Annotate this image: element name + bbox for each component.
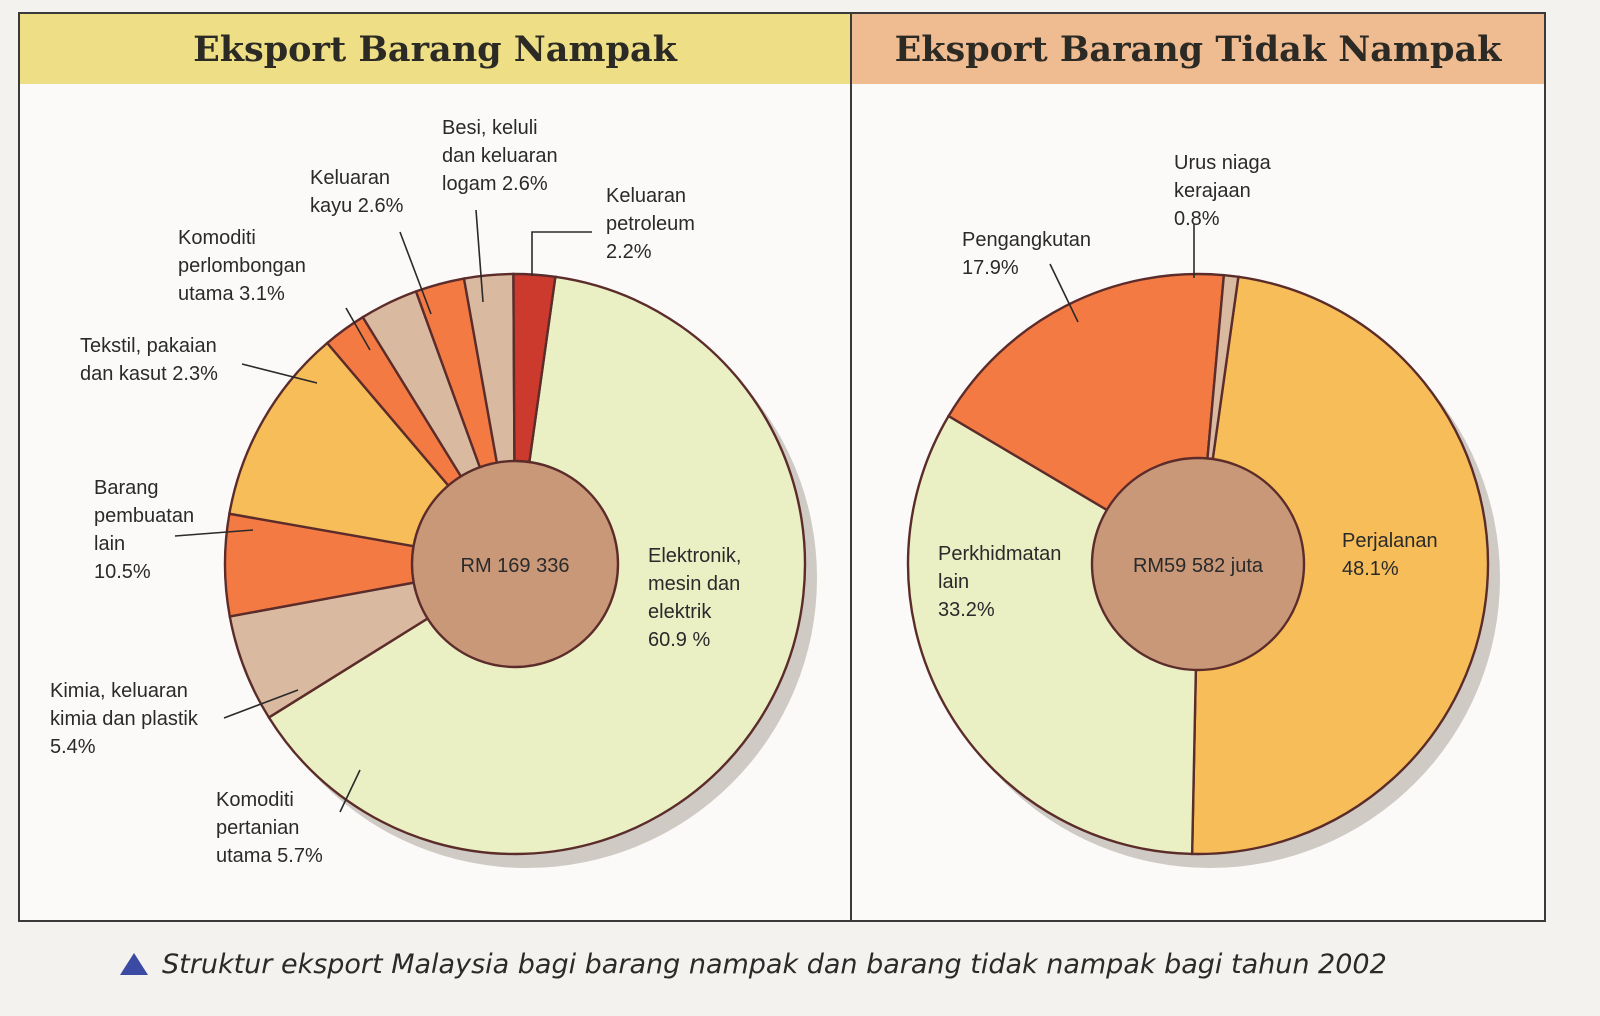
invisible-exports-pie-chart: RM59 582 juta Perjalanan 48.1% Perkhidmatan… — [906, 152, 1500, 868]
pie-center-label: RM 169 336 — [461, 555, 570, 577]
visible-exports-title: Eksport Barang Nampak — [20, 14, 850, 84]
leader-line — [531, 231, 592, 276]
visible-exports-panel: Eksport Barang Nampak RM 169 336 Elektron… — [20, 14, 852, 920]
leader-line — [223, 689, 299, 719]
figure-caption: Struktur eksport Malaysia bagi barang na… — [120, 944, 1387, 984]
slice-label-kimia-keluaran-kimia-dan-plastik-5-4: Kimia, keluaran kimia dan plastik 5.4% — [50, 680, 199, 758]
slice-label-perjalanan-48-1: Perjalanan 48.1% — [1342, 530, 1438, 580]
leader-line — [345, 307, 371, 351]
leader-line — [475, 209, 484, 303]
slice-label-komoditi-perlombongan-utama-3-1: Komoditi perlombongan utama 3.1% — [178, 227, 306, 305]
slice-label-keluaran-kayu-2-6: Keluaran kayu 2.6% — [310, 167, 404, 217]
slice-label-tekstil-pakaian-dan-kasut-2-3: Tekstil, pakaian dan kasut 2.3% — [80, 335, 218, 385]
slice-label-pengangkutan-17-9: Pengangkutan 17.9% — [962, 229, 1091, 279]
slice-label-urus-niaga-kerajaan-0-8: Urus niaga kerajaan 0.8% — [1174, 152, 1272, 230]
slice-label-perkhidmatan-lain-33-2: Perkhidmatan lain 33.2% — [938, 543, 1061, 621]
leader-line — [174, 529, 254, 537]
pie-slice-perjalanan-48-1 — [1190, 275, 1490, 856]
leader-line — [1049, 263, 1079, 323]
slice-label-besi-keluli-dan-keluaran-logam-2-6: Besi, keluli dan keluaran logam 2.6% — [442, 117, 558, 195]
leader-line — [399, 231, 432, 315]
invisible-exports-panel: Eksport Barang Tidak Nampak RM59 582 jut… — [852, 14, 1544, 920]
triangle-marker-icon — [120, 953, 148, 975]
pie-center-disc — [410, 459, 620, 669]
pie-center-disc — [1090, 456, 1306, 672]
leader-line — [339, 769, 361, 813]
slice-label-komoditi-pertanian-utama-5-7: Komoditi pertanian utama 5.7% — [216, 789, 323, 867]
slice-label-barang-pembuatan-lain-10-5: Barang pembuatan lain 10.5% — [94, 477, 194, 583]
figure-frame: Eksport Barang Nampak RM 169 336 Elektron… — [18, 12, 1546, 922]
pie-center-label: RM59 582 juta — [1133, 555, 1264, 577]
slice-label-elektronik-mesin-dan-elektrik-60-9: Elektronik, mesin dan elektrik 60.9 % — [648, 545, 741, 651]
visible-exports-pie-chart: RM 169 336 Elektronik, mesin dan elektrik 60… — [50, 117, 817, 868]
leader-line — [241, 363, 318, 384]
invisible-exports-title: Eksport Barang Tidak Nampak — [852, 14, 1544, 84]
slice-label-keluaran-petroleum-2-2: Keluaran petroleum 2.2% — [606, 185, 695, 263]
caption-text: Struktur eksport Malaysia bagi barang na… — [162, 948, 1387, 980]
